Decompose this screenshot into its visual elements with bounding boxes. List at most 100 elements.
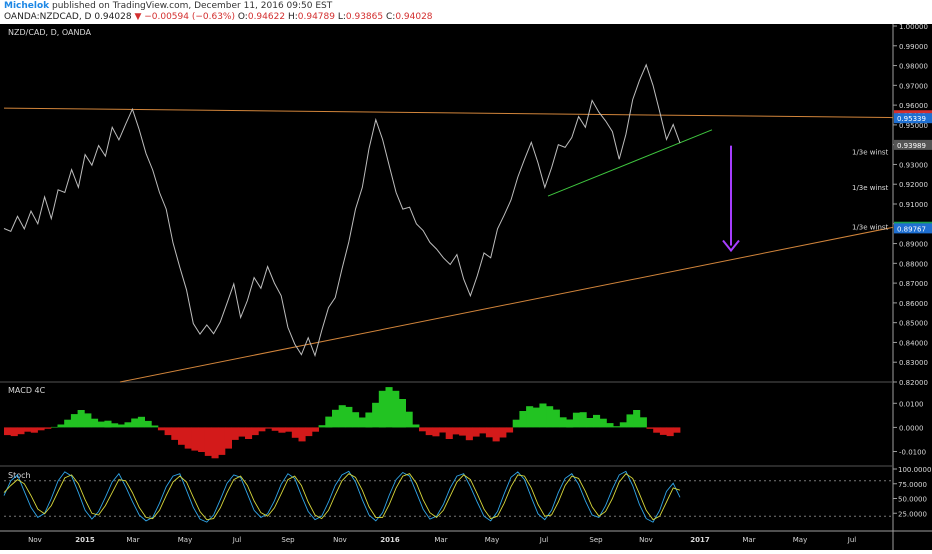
macd-bar	[291, 427, 299, 438]
close-label: C:	[385, 12, 396, 22]
time-tick-label: Jul	[847, 536, 857, 544]
macd-bar	[171, 427, 179, 440]
time-tick-label: Sep	[281, 536, 295, 544]
macd-bar	[278, 427, 286, 433]
price-tick-label: 0.95000	[899, 122, 928, 130]
price-tick-label: 0.83000	[899, 359, 928, 367]
time-tick-label: 2015	[75, 536, 95, 544]
macd-bar	[552, 409, 560, 428]
macd-bar	[425, 427, 433, 436]
macd-tick-label: -0.0100	[899, 449, 926, 457]
macd-bar	[398, 399, 406, 428]
stoch-k-line	[3, 470, 681, 523]
macd-bar	[539, 403, 547, 428]
macd-bar	[231, 427, 239, 440]
macd-bar	[144, 420, 152, 428]
price-tick-label: 0.85000	[899, 320, 928, 328]
macd-bar	[224, 427, 232, 449]
macd-bar	[44, 427, 52, 429]
macd-bar	[479, 427, 487, 434]
price-tick-label: 0.91000	[899, 201, 928, 209]
macd-bar	[526, 406, 534, 428]
stoch-tick-label: 75.0000	[898, 481, 927, 489]
macd-bar	[599, 418, 607, 428]
macd-bar	[372, 402, 380, 428]
high-label: H:	[287, 12, 298, 22]
time-tick-label: Jul	[232, 536, 242, 544]
macd-bar	[385, 387, 393, 428]
stoch-tick-label: 50.0000	[898, 496, 927, 504]
last-price: 0.94028	[94, 12, 132, 22]
macd-bar	[626, 414, 634, 428]
macd-bar	[445, 427, 453, 439]
resistance-line	[3, 107, 894, 119]
time-tick-label: Mar	[742, 536, 755, 544]
time-tick-label: Mar	[126, 536, 139, 544]
macd-bar	[265, 427, 273, 429]
price-pane-title: NZD/CAD, D, OANDA	[8, 28, 92, 37]
published-text: published on TradingView.com, December 1…	[52, 1, 333, 11]
macd-bar	[653, 427, 661, 433]
price-line	[3, 63, 681, 358]
time-tick-label: Nov	[639, 536, 653, 544]
macd-bar	[24, 427, 32, 432]
macd-bar	[485, 427, 493, 438]
macd-bar	[191, 427, 199, 451]
macd-bar	[378, 390, 386, 428]
macd-bar	[104, 420, 112, 428]
macd-tick-label: 0.0100	[899, 400, 924, 408]
price-tick-label: 1.00000	[899, 24, 928, 31]
macd-bar	[345, 406, 353, 428]
high-value: 0.94789	[297, 12, 335, 22]
macd-bar	[124, 422, 132, 428]
low-value: 0.93865	[345, 12, 384, 22]
macd-bar	[619, 422, 627, 428]
price-label-text: 0.89767	[897, 225, 926, 233]
macd-bar	[97, 421, 105, 428]
macd-bar	[178, 427, 186, 445]
chart-area[interactable]: NZD/CAD, D, OANDA MACD 4C Stoch 1.00000 0.99…	[0, 23, 932, 550]
macd-bar	[465, 427, 473, 441]
chart-svg[interactable]: NZD/CAD, D, OANDA MACD 4C Stoch 1.00000 0.99…	[0, 23, 932, 550]
macd-bar	[131, 418, 139, 428]
price-tick-label: 0.97000	[899, 82, 928, 90]
price-label-box	[894, 223, 932, 234]
macd-bar	[586, 418, 594, 428]
time-tick-label: May	[485, 536, 499, 544]
time-tick-label: Sep	[589, 536, 603, 544]
macd-bar	[258, 427, 266, 432]
macd-bar	[519, 411, 527, 428]
macd-bar	[184, 427, 192, 449]
macd-bar	[91, 418, 99, 428]
price-tick-label: 0.99000	[899, 43, 928, 51]
macd-bar	[499, 427, 507, 438]
macd-bar	[452, 427, 460, 435]
macd-pane-title: MACD 4C	[8, 386, 46, 395]
ohlc-line: OANDA:NZDCAD, D 0.94028 ▼ −0.00594 (−0.6…	[4, 12, 433, 22]
open-label: O:	[237, 12, 248, 22]
chart-header: Michelok published on TradingView.com, D…	[0, 0, 932, 24]
macd-bar	[579, 412, 587, 428]
macd-bar	[392, 390, 400, 428]
low-label: L:	[337, 12, 346, 22]
macd-bar	[10, 427, 18, 437]
macd-bar	[70, 414, 78, 428]
price-tick-label: 0.86000	[899, 300, 928, 308]
macd-bar	[164, 427, 172, 436]
time-tick-label: Nov	[28, 536, 42, 544]
macd-bar	[613, 426, 621, 428]
price-tick-label: 0.96000	[899, 102, 928, 110]
support-line	[119, 226, 894, 383]
macd-bar	[572, 412, 580, 428]
author-link[interactable]: Michelok	[4, 1, 50, 11]
profit-annotation: 1/3e winst	[852, 184, 889, 192]
macd-bar	[512, 419, 520, 428]
price-tick-label: 0.89000	[899, 241, 928, 249]
price-tick-label: 0.87000	[899, 280, 928, 288]
price-tick-label: 0.98000	[899, 63, 928, 71]
macd-bar	[639, 417, 647, 428]
macd-bar	[211, 427, 219, 459]
price-label-text: 0.93989	[897, 142, 926, 150]
open-value: 0.94622	[247, 12, 286, 22]
macd-tick-label: 0.0000	[899, 424, 924, 432]
